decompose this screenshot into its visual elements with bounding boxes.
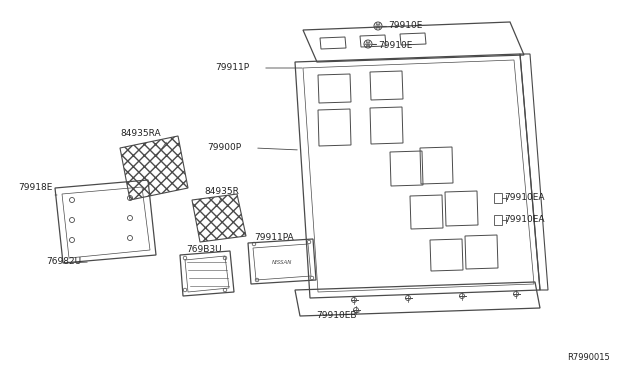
Text: 76982U: 76982U [46, 257, 81, 266]
Text: 769B3U: 769B3U [186, 246, 221, 254]
Text: 79918E: 79918E [18, 183, 52, 192]
Polygon shape [192, 194, 246, 242]
Polygon shape [120, 136, 188, 200]
Text: R7990015: R7990015 [567, 353, 610, 362]
Text: 79911PA: 79911PA [254, 232, 294, 241]
Text: 79910E: 79910E [388, 22, 422, 31]
Text: 79911P: 79911P [215, 64, 249, 73]
Text: 79910E: 79910E [378, 42, 412, 51]
Text: 79910EB: 79910EB [316, 311, 356, 321]
Text: 79910EA: 79910EA [504, 193, 545, 202]
Text: NISSAN: NISSAN [272, 260, 292, 264]
Text: 84935R: 84935R [204, 187, 239, 196]
Text: 79910EA: 79910EA [504, 215, 545, 224]
Text: 84935RA: 84935RA [120, 129, 161, 138]
Text: 79900P: 79900P [207, 144, 241, 153]
